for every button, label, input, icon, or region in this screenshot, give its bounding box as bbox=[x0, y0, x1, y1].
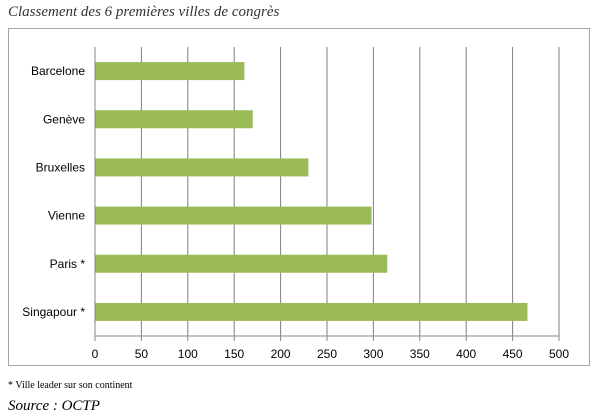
x-tick-label: 150 bbox=[224, 347, 244, 361]
bar bbox=[95, 302, 528, 321]
bar bbox=[95, 62, 245, 81]
x-tick-label: 400 bbox=[456, 347, 476, 361]
category-label: Vienne bbox=[48, 209, 85, 223]
chart-container: Barcelone Genève Bruxelles Vienne Paris * Sin… bbox=[8, 28, 590, 366]
x-tick-label: 50 bbox=[135, 347, 149, 361]
x-tick-label: 300 bbox=[363, 347, 383, 361]
bar bbox=[95, 206, 372, 225]
x-tick-label: 450 bbox=[503, 347, 523, 361]
footnote: * Ville leader sur son continent bbox=[8, 380, 133, 391]
x-tick-label: 100 bbox=[178, 347, 198, 361]
bar bbox=[95, 110, 253, 129]
bar bbox=[95, 158, 309, 177]
x-tick-label: 350 bbox=[410, 347, 430, 361]
x-tick-label: 0 bbox=[92, 347, 99, 361]
category-label: Bruxelles bbox=[36, 160, 85, 174]
category-label: Barcelone bbox=[31, 64, 85, 78]
category-label: Paris * bbox=[50, 257, 86, 271]
category-label: Genève bbox=[43, 112, 85, 126]
bar-chart: Barcelone Genève Bruxelles Vienne Paris * Sin… bbox=[22, 47, 569, 361]
bar bbox=[95, 254, 388, 273]
x-tick-label: 250 bbox=[317, 347, 337, 361]
x-tick-label: 500 bbox=[549, 347, 569, 361]
page-title: Classement des 6 premières villes de con… bbox=[8, 4, 280, 20]
source-note: Source : OCTP bbox=[8, 398, 100, 414]
category-label: Singapour * bbox=[22, 305, 85, 319]
x-tick-label: 200 bbox=[271, 347, 291, 361]
